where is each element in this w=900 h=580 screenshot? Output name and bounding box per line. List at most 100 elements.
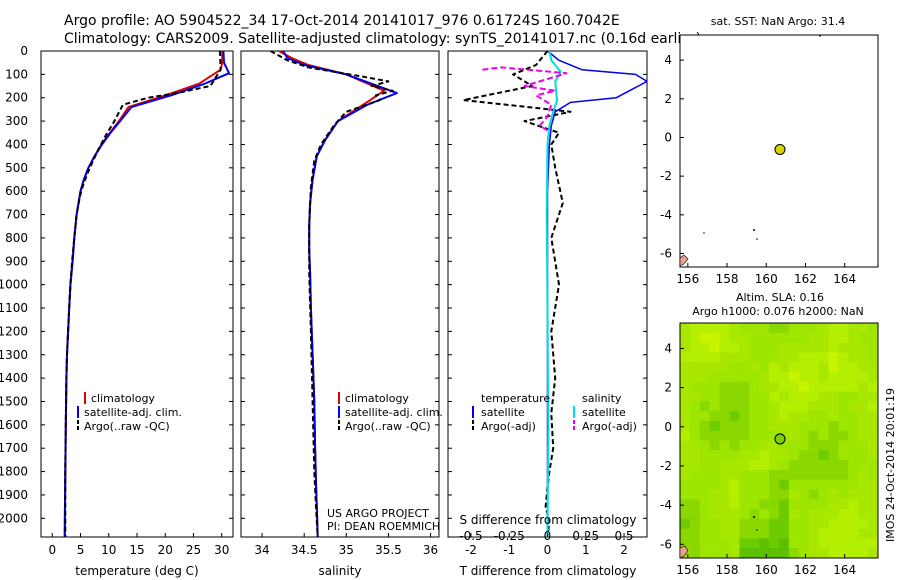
- heatmap-cell: [680, 420, 691, 432]
- heatmap-cell: [818, 391, 830, 402]
- heatmap-cell: [828, 489, 839, 500]
- difference-ticks: -2 -1 0 1 2 -0.5 -0.25 0 0.25 0.5: [459, 529, 633, 557]
- heatmap-cell: [689, 538, 701, 549]
- heatmap-cell: [719, 460, 731, 471]
- heatmap-cell: [680, 411, 691, 422]
- heatmap-cell: [769, 323, 780, 334]
- heatmap-cell: [729, 509, 740, 520]
- heatmap-cell: [719, 332, 731, 344]
- heatmap-cell: [729, 381, 740, 393]
- heatmap-cell: [699, 450, 711, 461]
- heatmap-cell: [719, 538, 731, 549]
- heatmap-cell: [848, 352, 859, 363]
- heatmap-cell: [838, 381, 849, 393]
- heatmap-cell: [680, 469, 691, 481]
- heatmap-cell: [680, 352, 691, 363]
- top-x-tick-label: 0.25: [572, 529, 599, 543]
- heatmap-cell: [848, 332, 859, 344]
- heatmap-cell: [749, 352, 760, 363]
- heatmap-cell: [788, 548, 800, 558]
- heatmap-cell: [798, 342, 810, 353]
- heatmap-cell: [739, 469, 750, 481]
- heatmap-cell: [868, 391, 878, 402]
- heatmap-cell: [759, 401, 770, 412]
- coastline-shape: [679, 545, 689, 559]
- heatmap-cell: [818, 528, 830, 540]
- heatmap-cell: [788, 538, 800, 549]
- heatmap-cell: [689, 548, 701, 558]
- heatmap-cell: [779, 362, 790, 373]
- legend-header-temperature: temperature: [481, 392, 550, 405]
- heatmap-cell: [788, 460, 800, 471]
- heatmap-cell: [779, 460, 790, 471]
- heatmap-cell: [749, 391, 760, 402]
- heatmap-cell: [680, 518, 691, 530]
- legend-label-satellite: satellite-adj. clim.: [84, 406, 182, 419]
- heatmap-cell: [868, 420, 878, 432]
- series-line-climatology: [63, 51, 224, 537]
- y-tick-label: 4: [664, 53, 672, 67]
- heatmap-cell: [689, 401, 701, 412]
- heatmap-cell: [808, 371, 820, 383]
- heatmap-cell: [680, 342, 691, 353]
- heatmap-cell: [779, 332, 790, 344]
- heatmap-cell: [769, 420, 780, 432]
- heatmap-cell: [779, 499, 790, 510]
- heatmap-cell: [858, 420, 869, 432]
- heatmap-cell: [739, 362, 750, 373]
- difference-top-xlabel: S difference from climatology: [460, 513, 637, 527]
- heatmap-cell: [838, 469, 849, 481]
- heatmap-cell: [709, 391, 721, 402]
- heatmap-cell: [858, 489, 869, 500]
- heatmap-cell: [749, 460, 760, 471]
- heatmap-cell: [680, 401, 691, 412]
- heatmap-cell: [828, 518, 839, 530]
- heatmap-cell: [739, 371, 750, 383]
- heatmap-cell: [689, 420, 701, 432]
- heatmap-cell: [739, 352, 750, 363]
- heatmap-cell: [699, 401, 711, 412]
- heatmap-cell: [779, 342, 790, 353]
- heatmap-cell: [828, 509, 839, 520]
- heatmap-cell: [848, 479, 859, 491]
- salinity-plot: [270, 51, 398, 537]
- heatmap-cell: [848, 489, 859, 500]
- heatmap-cell: [818, 332, 830, 344]
- heatmap-cell: [788, 450, 800, 461]
- y-tick-label: 1600: [0, 418, 28, 432]
- heatmap-cell: [749, 323, 760, 334]
- y-tick-label: 1800: [0, 465, 28, 479]
- heatmap-cell: [759, 479, 770, 491]
- heatmap-cell: [749, 342, 760, 353]
- y-tick-label: 0: [664, 420, 672, 434]
- heatmap-cell: [769, 430, 780, 442]
- heatmap-cell: [759, 371, 770, 383]
- x-tick-label: 36: [423, 543, 438, 557]
- heatmap-cell: [818, 411, 830, 422]
- heatmap-cell: [858, 411, 869, 422]
- heatmap-cell: [719, 391, 731, 402]
- heatmap-cell: [769, 411, 780, 422]
- heatmap-cell: [818, 323, 830, 334]
- heatmap-cell: [848, 411, 859, 422]
- heatmap-cell: [739, 450, 750, 461]
- heatmap-cell: [808, 548, 820, 558]
- heatmap-cell: [719, 548, 731, 558]
- heatmap-cell: [749, 489, 760, 500]
- heatmap-cell: [868, 489, 878, 500]
- heatmap-cell: [828, 450, 839, 461]
- heatmap-cell: [798, 440, 810, 451]
- heatmap-cell: [699, 489, 711, 500]
- heatmap-cell: [828, 362, 839, 373]
- heatmap-cell: [709, 411, 721, 422]
- heatmap-cell: [709, 469, 721, 481]
- heatmap-cell: [788, 411, 800, 422]
- heatmap-cell: [858, 391, 869, 402]
- heatmap-cell: [719, 411, 731, 422]
- heatmap-cell: [868, 460, 878, 471]
- heatmap-cell: [729, 518, 740, 530]
- heatmap-cell: [689, 332, 701, 344]
- heatmap-cell: [749, 381, 760, 393]
- heatmap-cell: [680, 509, 691, 520]
- heatmap-cell: [788, 469, 800, 481]
